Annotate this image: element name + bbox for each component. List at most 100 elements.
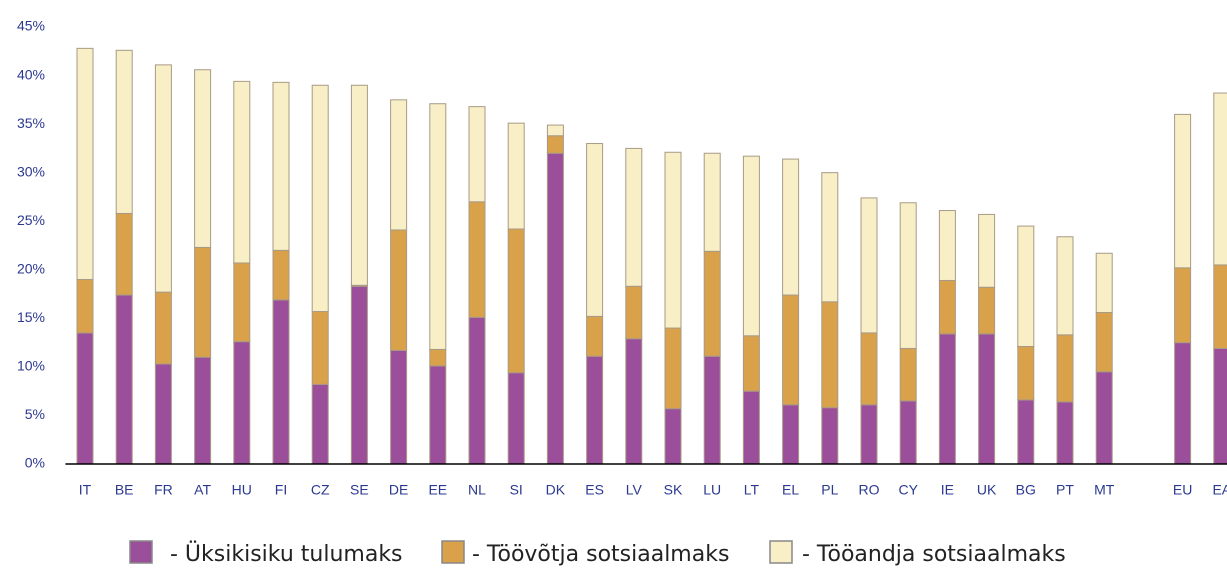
bar-segment — [154, 363, 172, 465]
y-tick-label: 25% — [17, 212, 45, 228]
bar-segment — [821, 301, 839, 409]
bar-segment — [154, 291, 172, 365]
bar-segment — [782, 404, 800, 465]
bar-segment — [1017, 399, 1035, 465]
x-tick-label: LT — [744, 482, 760, 498]
x-tick-label: CZ — [311, 482, 330, 498]
x-tick-label: EU — [1173, 482, 1192, 498]
bar-segment — [586, 315, 604, 357]
bar-segment — [76, 332, 94, 465]
y-tick-label: 15% — [17, 309, 45, 325]
bar-segment — [1095, 371, 1113, 465]
legend-swatch — [441, 540, 465, 564]
x-tick-label: SK — [664, 482, 683, 498]
bar-segment — [507, 228, 525, 374]
bar-segment — [390, 349, 408, 465]
bar-segment — [938, 210, 956, 281]
x-tick-label: ES — [585, 482, 604, 498]
x-tick-label: BE — [115, 482, 134, 498]
x-tick-label: EE — [428, 482, 447, 498]
x-tick-label: AT — [194, 482, 211, 498]
bar-segment — [625, 285, 643, 340]
y-tick-label: 30% — [17, 163, 45, 179]
bar-segment — [115, 294, 133, 465]
bar-segment — [742, 155, 760, 337]
y-tick-label: 35% — [17, 115, 45, 131]
bar-segment — [821, 407, 839, 465]
x-tick-label: NL — [468, 482, 486, 498]
bar-segment — [468, 201, 486, 318]
x-tick-label: BG — [1016, 482, 1036, 498]
bar-segment — [1017, 225, 1035, 347]
bar-segment — [860, 197, 878, 334]
y-tick-label: 45% — [17, 18, 45, 34]
bar-segment — [1056, 334, 1074, 403]
x-tick-label: EA — [1212, 482, 1227, 498]
legend-swatch — [129, 540, 153, 564]
bar-segment — [1095, 252, 1113, 314]
x-tick-label: PT — [1056, 482, 1074, 498]
bar-segment — [272, 81, 290, 251]
bar-segment — [782, 294, 800, 406]
bar-segment — [272, 299, 290, 465]
bar-segment — [664, 151, 682, 329]
bar-segment — [1174, 267, 1192, 344]
bar-segment — [76, 278, 94, 334]
x-tick-label: HU — [232, 482, 252, 498]
bar-segment — [782, 158, 800, 296]
bar-segment — [1095, 312, 1113, 373]
x-tick-label: CY — [898, 482, 918, 498]
bar-segment — [742, 390, 760, 465]
x-tick-label: DK — [546, 482, 566, 498]
bar-segment — [507, 372, 525, 465]
bar-segment — [154, 64, 172, 293]
bar-segment — [586, 143, 604, 317]
bar-segment — [468, 106, 486, 203]
bar-segment — [742, 335, 760, 392]
bar-segment — [311, 311, 329, 385]
bar-segment — [233, 80, 251, 264]
bar-segment — [899, 400, 917, 465]
y-tick-label: 10% — [17, 358, 45, 374]
bar-segment — [350, 285, 368, 465]
bar-segment — [1174, 113, 1192, 269]
bar-segment — [76, 47, 94, 280]
x-tick-label: IE — [941, 482, 954, 498]
bar-segment — [115, 212, 133, 296]
legend-label: - Üksikisiku tulumaks — [170, 541, 403, 567]
bar-segment — [1056, 236, 1074, 336]
x-tick-label: EL — [782, 482, 799, 498]
bar-segment — [860, 332, 878, 406]
bar-segment — [429, 348, 447, 367]
legend-swatch — [769, 540, 793, 564]
bar-segment — [664, 408, 682, 465]
x-tick-label: MT — [1094, 482, 1115, 498]
bar-segment — [703, 152, 721, 252]
x-tick-label: PL — [821, 482, 838, 498]
bar-segment — [899, 347, 917, 402]
bar-segment — [311, 84, 329, 313]
y-tick-label: 5% — [25, 406, 45, 422]
x-tick-label: IT — [79, 482, 92, 498]
x-tick-label: LU — [703, 482, 721, 498]
bar-segment — [194, 69, 212, 248]
y-tick-label: 20% — [17, 260, 45, 276]
x-tick-label: FR — [154, 482, 173, 498]
bar-segment — [429, 365, 447, 465]
x-tick-label: SI — [510, 482, 523, 498]
legend-label: - Tööandja sotsiaalmaks — [802, 542, 1066, 567]
bar-segment — [586, 355, 604, 465]
bar-segment — [899, 202, 917, 349]
bar-segment — [233, 262, 251, 343]
bar-segment — [546, 124, 564, 137]
y-tick-label: 40% — [17, 66, 45, 82]
bar-segment — [978, 333, 996, 465]
bar-segment — [1213, 264, 1227, 349]
bar-segment — [703, 355, 721, 465]
bar-segment — [115, 49, 133, 214]
bar-segment — [1017, 345, 1035, 401]
bar-segment — [1213, 347, 1227, 465]
bar-segment — [546, 152, 564, 465]
x-tick-label: DE — [389, 482, 408, 498]
